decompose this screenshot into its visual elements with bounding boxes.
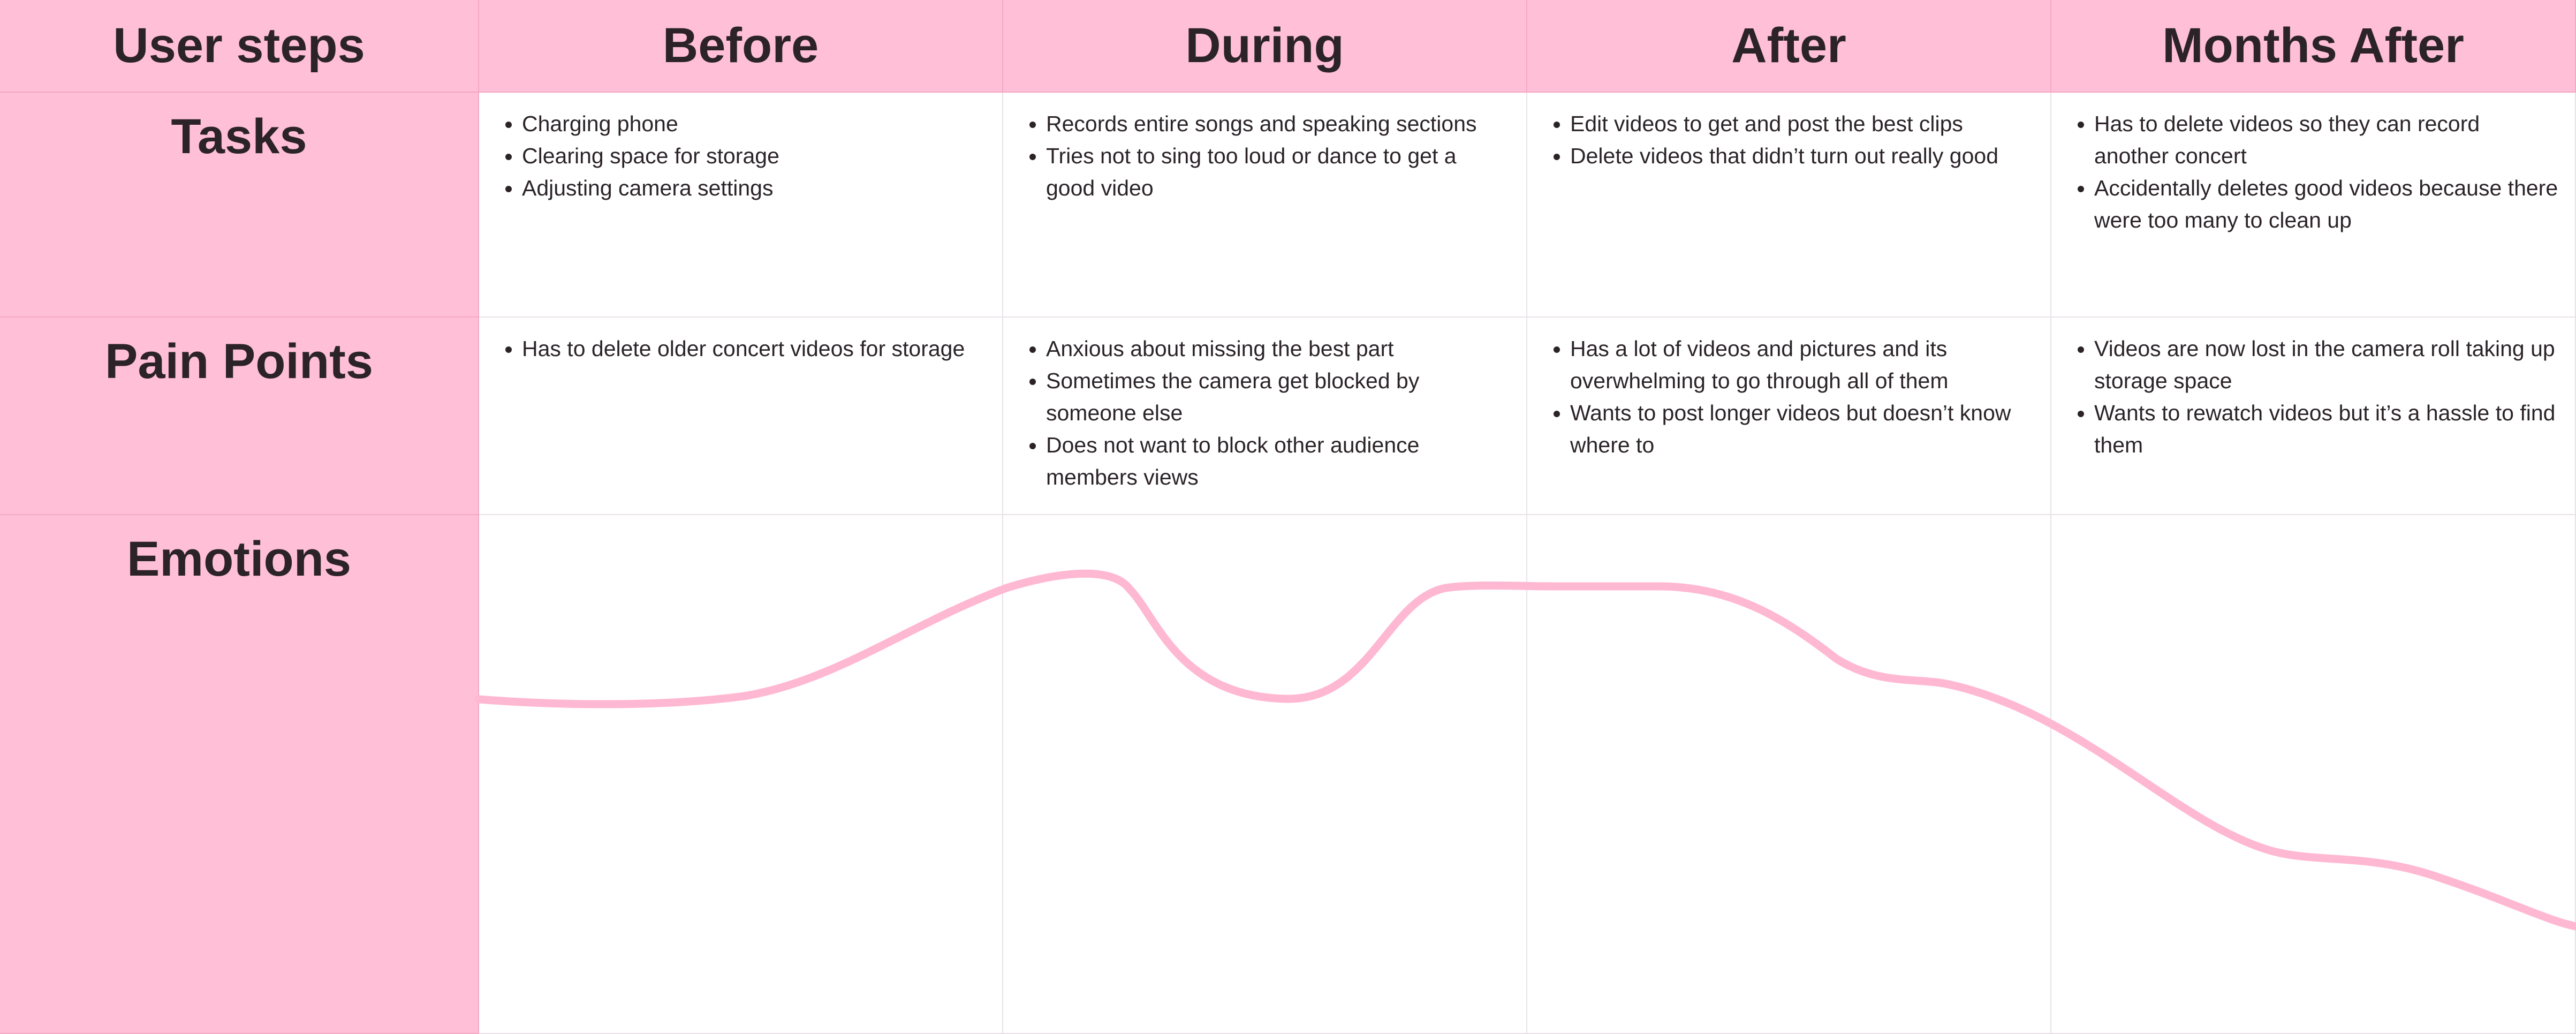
header-after: After: [1527, 0, 2051, 93]
emotions-during-cell: [1003, 515, 1527, 1034]
list-item: Anxious about missing the best part: [1046, 333, 1510, 365]
tasks-before-list: Charging phone Clearing space for storag…: [479, 93, 1002, 204]
tasks-after-cell: Edit videos to get and post the best cli…: [1527, 93, 2051, 318]
row-label-tasks: Tasks: [0, 93, 479, 318]
pain-before-list: Has to delete older concert videos for s…: [479, 318, 1002, 365]
tasks-months-after-cell: Has to delete videos so they can record …: [2051, 93, 2576, 318]
tasks-during-cell: Records entire songs and speaking sectio…: [1003, 93, 1527, 318]
list-item: Accidentally deletes good videos because…: [2094, 172, 2559, 236]
pain-months-after-cell: Videos are now lost in the camera roll t…: [2051, 318, 2576, 515]
pain-during-list: Anxious about missing the best part Some…: [1003, 318, 1526, 493]
tasks-months-after-list: Has to delete videos so they can record …: [2051, 93, 2575, 236]
list-item: Clearing space for storage: [522, 140, 986, 172]
emotions-after-cell: [1527, 515, 2051, 1034]
list-item: Adjusting camera settings: [522, 172, 986, 204]
emotions-before-cell: [479, 515, 1003, 1034]
list-item: Wants to rewatch videos but it’s a hassl…: [2094, 397, 2559, 461]
pain-before-cell: Has to delete older concert videos for s…: [479, 318, 1003, 515]
header-user-steps: User steps: [0, 0, 479, 93]
pain-after-list: Has a lot of videos and pictures and its…: [1527, 318, 2050, 461]
list-item: Charging phone: [522, 108, 986, 140]
list-item: Records entire songs and speaking sectio…: [1046, 108, 1510, 140]
row-label-emotions: Emotions: [0, 515, 479, 1034]
list-item: Does not want to block other audience me…: [1046, 429, 1510, 493]
header-months-after: Months After: [2051, 0, 2576, 93]
pain-during-cell: Anxious about missing the best part Some…: [1003, 318, 1527, 515]
header-before: Before: [479, 0, 1003, 93]
list-item: Sometimes the camera get blocked by some…: [1046, 365, 1510, 429]
list-item: Edit videos to get and post the best cli…: [1570, 108, 2034, 140]
tasks-after-list: Edit videos to get and post the best cli…: [1527, 93, 2050, 172]
list-item: Tries not to sing too loud or dance to g…: [1046, 140, 1510, 204]
list-item: Has a lot of videos and pictures and its…: [1570, 333, 2034, 397]
emotions-months-after-cell: [2051, 515, 2576, 1034]
header-during: During: [1003, 0, 1527, 93]
list-item: Videos are now lost in the camera roll t…: [2094, 333, 2559, 397]
tasks-before-cell: Charging phone Clearing space for storag…: [479, 93, 1003, 318]
list-item: Wants to post longer videos but doesn’t …: [1570, 397, 2034, 461]
pain-after-cell: Has a lot of videos and pictures and its…: [1527, 318, 2051, 515]
tasks-during-list: Records entire songs and speaking sectio…: [1003, 93, 1526, 204]
pain-months-after-list: Videos are now lost in the camera roll t…: [2051, 318, 2575, 461]
list-item: Has to delete older concert videos for s…: [522, 333, 986, 365]
row-label-pain-points: Pain Points: [0, 318, 479, 515]
list-item: Delete videos that didn’t turn out reall…: [1570, 140, 2034, 172]
list-item: Has to delete videos so they can record …: [2094, 108, 2559, 172]
